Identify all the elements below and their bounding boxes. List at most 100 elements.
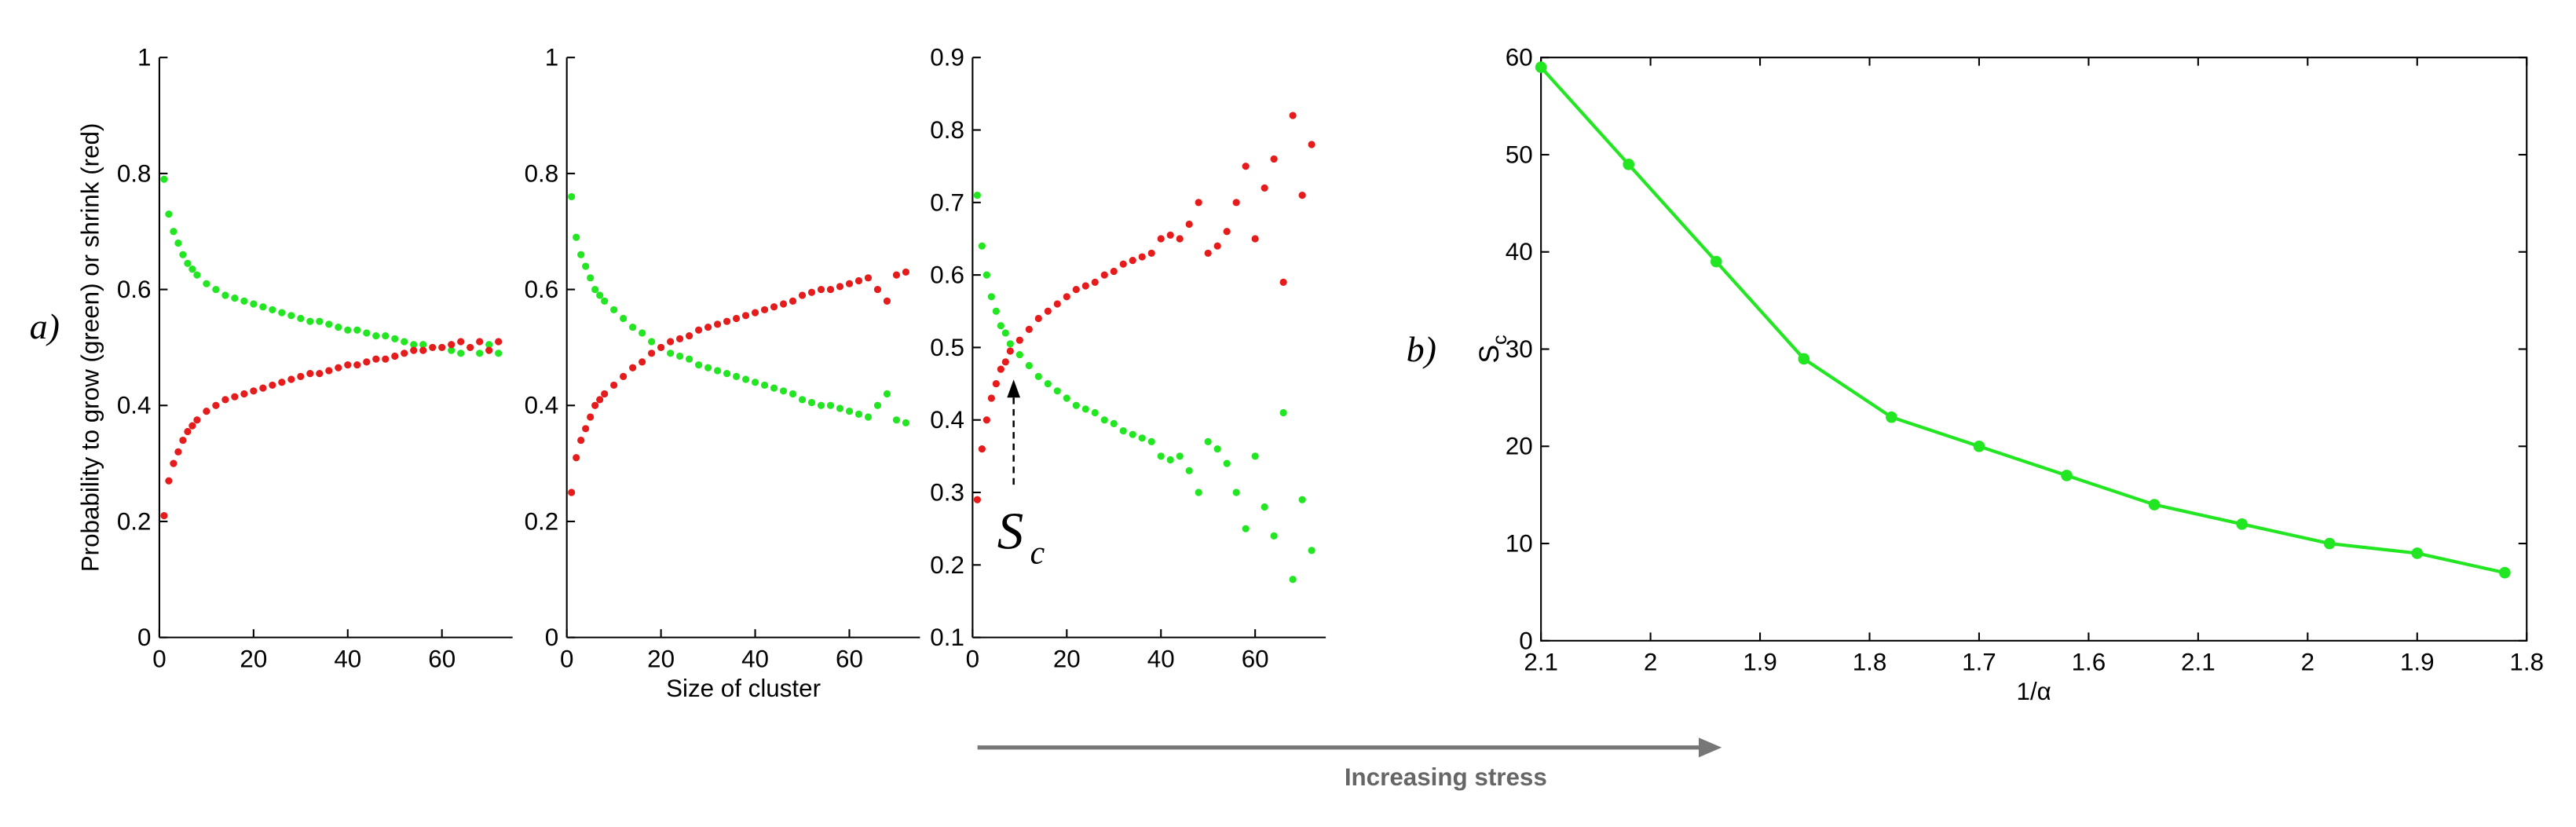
point <box>779 387 788 395</box>
point <box>639 358 646 366</box>
point <box>1157 235 1165 243</box>
point <box>978 445 986 453</box>
point <box>577 251 585 258</box>
point <box>992 307 1000 315</box>
point <box>1176 235 1184 243</box>
point <box>259 384 267 392</box>
point <box>770 303 778 311</box>
point <box>287 312 295 320</box>
point <box>278 379 286 386</box>
point <box>1100 416 1108 424</box>
point <box>779 300 788 308</box>
point <box>1166 456 1174 464</box>
point <box>401 349 408 357</box>
point <box>1223 228 1231 236</box>
point <box>723 370 731 378</box>
point <box>1025 325 1033 333</box>
point <box>892 271 901 279</box>
point <box>297 372 305 380</box>
point <box>864 413 873 421</box>
point <box>1110 419 1118 427</box>
x-tick-label: 1.9 <box>1743 648 1777 675</box>
point <box>591 401 599 409</box>
point <box>596 291 604 299</box>
point <box>704 323 712 331</box>
point <box>1015 351 1023 359</box>
x-tick-label: 40 <box>334 645 361 672</box>
point <box>1091 408 1099 417</box>
point <box>2499 566 2511 579</box>
point <box>704 364 712 371</box>
point <box>723 317 731 325</box>
point <box>165 477 173 485</box>
x-tick-label: 2 <box>1644 648 1657 675</box>
point <box>987 394 995 402</box>
point <box>1081 282 1089 290</box>
point <box>485 346 493 354</box>
point <box>297 314 305 323</box>
point <box>997 365 1004 373</box>
point <box>676 335 684 342</box>
x-tick-label: 40 <box>741 645 769 672</box>
point <box>212 285 220 294</box>
point <box>713 320 722 328</box>
point <box>1270 532 1278 540</box>
point <box>448 341 456 349</box>
y-tick-label: 50 <box>1506 141 1533 168</box>
y-tick-label: 0.8 <box>117 159 152 187</box>
point <box>1001 358 1009 366</box>
x-axis-label: 1/α <box>2017 678 2051 705</box>
stress-label: Increasing stress <box>1345 763 1547 791</box>
point <box>1213 242 1221 250</box>
y-tick-label: 10 <box>1506 530 1533 558</box>
point <box>240 297 248 305</box>
point <box>1289 576 1297 584</box>
point <box>363 329 371 337</box>
y-tick-label: 0.6 <box>930 262 964 289</box>
point <box>269 306 276 314</box>
point <box>978 242 986 250</box>
panel-label: b) <box>1407 329 1436 369</box>
point <box>732 314 741 323</box>
point <box>873 285 882 294</box>
point <box>353 360 361 369</box>
point <box>1072 285 1080 294</box>
point <box>1973 440 1985 452</box>
y-tick-label: 0 <box>545 624 558 651</box>
point <box>438 343 446 352</box>
sc-annotation-sub: c <box>1030 535 1045 571</box>
point <box>1185 467 1193 474</box>
point <box>353 326 361 334</box>
point <box>1289 112 1297 119</box>
point <box>982 416 990 424</box>
y-tick-label: 0.8 <box>930 116 964 144</box>
point <box>582 425 590 433</box>
point <box>760 306 769 314</box>
x-tick-label: 1.9 <box>2400 648 2435 675</box>
point <box>1006 347 1014 355</box>
point <box>1063 293 1070 301</box>
point <box>667 338 675 346</box>
x-tick-label: 2.1 <box>2181 648 2216 675</box>
point <box>1129 430 1136 438</box>
point <box>713 367 722 375</box>
point <box>1798 353 1810 365</box>
point <box>1091 278 1099 286</box>
point <box>2411 547 2424 559</box>
point <box>1166 231 1174 239</box>
point <box>686 355 693 363</box>
point <box>1063 394 1070 402</box>
point <box>817 401 825 409</box>
y-tick-label: 1 <box>137 44 151 71</box>
y-tick-label: 0.1 <box>930 624 964 651</box>
point <box>429 343 437 352</box>
point <box>1886 411 1897 423</box>
point <box>193 271 201 279</box>
point <box>306 370 314 378</box>
point <box>826 285 835 294</box>
point <box>639 329 646 337</box>
point <box>732 372 741 380</box>
x-tick-label: 60 <box>836 645 863 672</box>
x-tick-label: 60 <box>428 645 456 672</box>
point <box>1213 445 1221 453</box>
